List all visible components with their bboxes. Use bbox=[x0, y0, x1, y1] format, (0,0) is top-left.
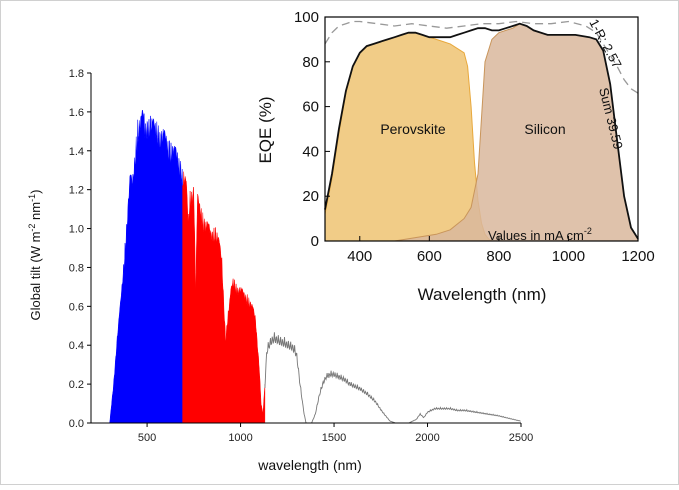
y-tick-label: 1.8 bbox=[69, 68, 84, 80]
band-area-1 bbox=[182, 171, 266, 424]
inset-x-axis-label: Wavelength (nm) bbox=[418, 285, 547, 304]
inset-x-tick-label: 1000 bbox=[552, 248, 585, 265]
inset-x-tick-label: 1200 bbox=[621, 248, 654, 265]
y-tick-label: 1.4 bbox=[69, 146, 84, 158]
inset-x-tick-label: 600 bbox=[417, 248, 442, 265]
inset-y-tick-label: 40 bbox=[302, 143, 319, 160]
inset-x-ticks: 400 600 800 1000 1200 bbox=[347, 236, 655, 265]
y-tick-label: 0.8 bbox=[69, 262, 84, 274]
x-tick-label: 2500 bbox=[509, 432, 533, 444]
y-axis-label: Global tilt (W m-2 nm-1) bbox=[27, 190, 43, 321]
y-axis-ticks: 0.0 0.2 0.4 0.6 0.8 1.0 1.2 1.4 1.6 1.8 bbox=[69, 68, 91, 430]
one-minus-r-line bbox=[324, 20, 639, 94]
y-tick-label: 0.2 bbox=[69, 379, 84, 391]
y-tick-label: 1.6 bbox=[69, 107, 84, 119]
x-tick-label: 1500 bbox=[322, 432, 346, 444]
x-axis-label: wavelength (nm) bbox=[257, 457, 362, 473]
units-note: Values in mA cm-2 bbox=[488, 226, 592, 243]
inset-y-tick-label: 80 bbox=[302, 54, 319, 71]
y-tick-label: 1.0 bbox=[69, 224, 84, 236]
inset-axes-box bbox=[324, 16, 639, 242]
eqe-inset-chart: 0 20 40 60 80 100 400 600 800 1000 1200 Perovskit… bbox=[256, 6, 655, 306]
sum-line bbox=[324, 22, 639, 240]
inset-y-tick-label: 20 bbox=[302, 188, 319, 205]
inset-y-tick-label: 0 bbox=[311, 233, 319, 250]
inset-y-tick-label: 100 bbox=[294, 9, 319, 26]
x-tick-label: 2000 bbox=[415, 432, 439, 444]
y-tick-label: 0.0 bbox=[69, 418, 84, 430]
x-tick-label: 1000 bbox=[228, 432, 252, 444]
x-tick-label: 500 bbox=[138, 432, 156, 444]
y-tick-label: 0.6 bbox=[69, 301, 84, 313]
inset-y-tick-label: 60 bbox=[302, 99, 319, 116]
y-tick-label: 0.4 bbox=[69, 340, 84, 352]
inset-x-tick-label: 400 bbox=[347, 248, 372, 265]
perovskite-label: Perovskite bbox=[380, 121, 446, 137]
inset-x-tick-label: 800 bbox=[486, 248, 511, 265]
absorption-bands bbox=[109, 109, 266, 424]
x-axis-ticks: 500 1000 1500 2000 2500 bbox=[138, 423, 533, 444]
spectrum-chart: 0.0 0.2 0.4 0.6 0.8 1.0 1.2 1.4 1.6 1.8 500 1000 15… bbox=[27, 68, 533, 473]
inset-y-axis-label: EQE (%) bbox=[256, 96, 275, 163]
silicon-label: Silicon bbox=[524, 121, 565, 137]
inset-y-ticks: 0 20 40 60 80 100 bbox=[294, 9, 330, 250]
y-tick-label: 1.2 bbox=[69, 185, 84, 197]
band-area-0 bbox=[109, 109, 183, 424]
